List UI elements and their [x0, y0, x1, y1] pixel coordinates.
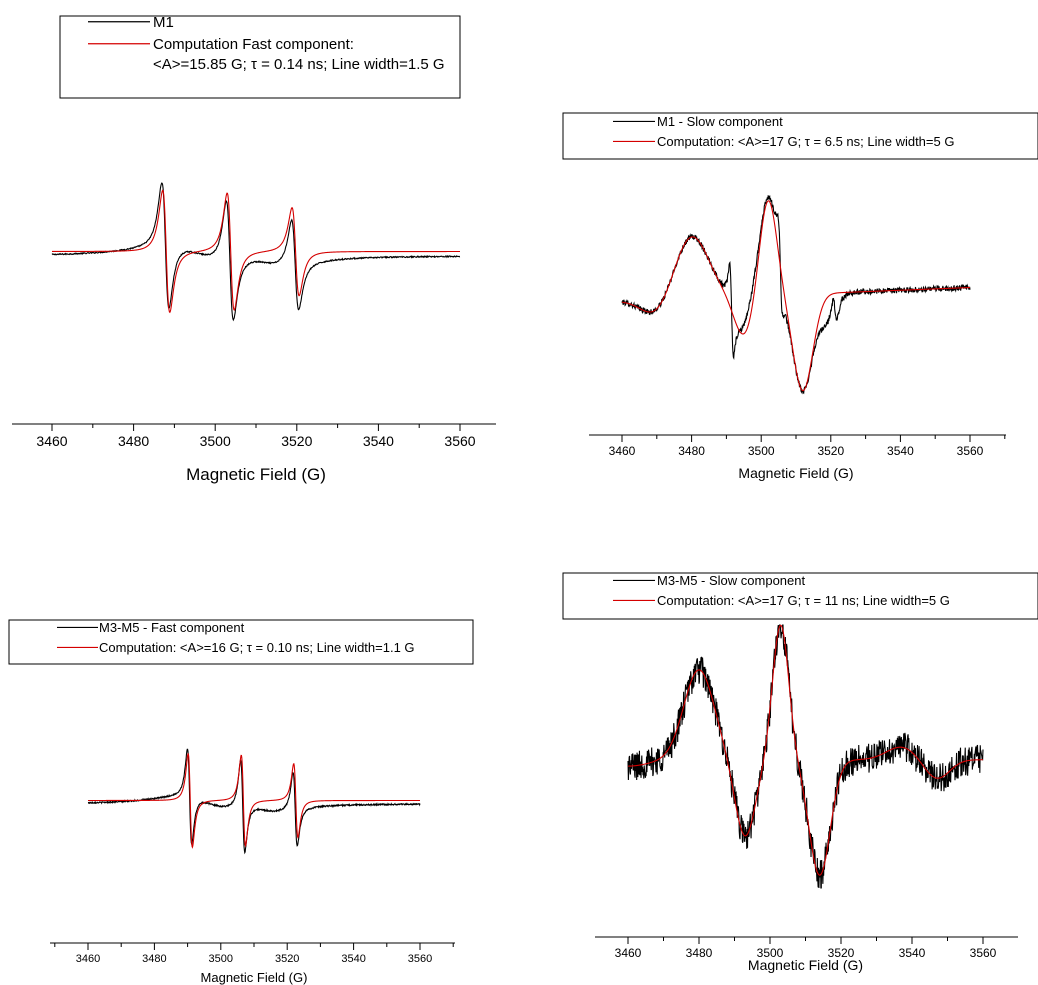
legend-box	[59, 15, 461, 99]
legend-label: M1	[153, 14, 174, 31]
x-tick-label: 3520	[281, 433, 312, 449]
chart-panel-m3m5-slow: 3460 3480 3500 3520 3540 3560 Magnetic Field (…	[562, 572, 1038, 973]
legend: M3-M5 - Slow component Computation: <A>=1…	[562, 572, 1038, 620]
x-tick-label: 3520	[828, 946, 855, 960]
legend: M3-M5 - Fast component Computation: <A>=1…	[8, 619, 474, 665]
legend-label: M3-M5 - Slow component	[657, 573, 805, 588]
series-line-experimental	[621, 194, 971, 395]
x-tick-label: 3500	[748, 444, 775, 458]
x-tick-label: 3460	[609, 444, 636, 458]
series-line-experimental	[627, 624, 984, 889]
x-tick-label: 3480	[678, 444, 705, 458]
x-tick-label: 3480	[686, 946, 713, 960]
series-line-experimental	[51, 182, 461, 322]
x-tick-label: 3480	[118, 433, 149, 449]
chart-panel-m3m5-fast: 3460 3480 3500 3520 3540 3560 Magnetic Field (…	[8, 619, 474, 985]
x-tick-label: 3460	[615, 946, 642, 960]
x-axis-label: Magnetic Field (G)	[748, 957, 863, 973]
x-tick-label: 3560	[408, 953, 432, 965]
x-tick-label: 3500	[200, 433, 231, 449]
legend: M1 Computation Fast component: <A>=15.85 G…	[59, 14, 461, 99]
x-tick-label: 3560	[444, 433, 475, 449]
legend-label: M1 - Slow component	[657, 114, 783, 129]
chart-panel-m1-fast: 3460 3480 3500 3520 3540 3560 Magnetic Field (…	[12, 14, 496, 484]
x-tick-label: 3480	[142, 953, 166, 965]
legend-label: Computation Fast component:	[153, 36, 354, 53]
legend-label: M3-M5 - Fast component	[99, 620, 245, 635]
x-axis-label: Magnetic Field (G)	[186, 465, 326, 484]
x-tick-label: 3540	[899, 946, 926, 960]
chart-panel-m1-slow: 3460 3480 3500 3520 3540 3560 Magnetic Field (…	[562, 112, 1038, 481]
x-tick-label: 3560	[957, 444, 984, 458]
series-line-computation	[88, 753, 420, 849]
x-tick-label: 3560	[970, 946, 997, 960]
legend-label: <A>=15.85 G; τ = 0.14 ns; Line width=1.5…	[153, 56, 445, 73]
x-tick-label: 3520	[275, 953, 299, 965]
series-line-computation	[628, 624, 983, 876]
x-tick-label: 3460	[76, 953, 100, 965]
x-axis-label: Magnetic Field (G)	[738, 465, 853, 481]
legend-label: Computation: <A>=17 G; τ = 11 ns; Line w…	[657, 593, 950, 608]
x-tick-label: 3540	[341, 953, 365, 965]
x-tick-label: 3540	[887, 444, 914, 458]
x-tick-label: 3460	[36, 433, 67, 449]
x-axis-label: Magnetic Field (G)	[201, 970, 308, 985]
legend-label: Computation: <A>=17 G; τ = 6.5 ns; Line …	[657, 134, 954, 149]
x-tick-label: 3540	[363, 433, 394, 449]
x-tick-label: 3500	[209, 953, 233, 965]
x-tick-label: 3520	[817, 444, 844, 458]
legend: M1 - Slow component Computation: <A>=17 G…	[562, 112, 1038, 160]
series-line-computation	[52, 189, 460, 314]
series-line-computation	[621, 200, 971, 392]
legend-label: Computation: <A>=16 G; τ = 0.10 ns; Line…	[99, 640, 415, 655]
x-tick-label: 3500	[757, 946, 784, 960]
legend-box	[562, 112, 1038, 160]
